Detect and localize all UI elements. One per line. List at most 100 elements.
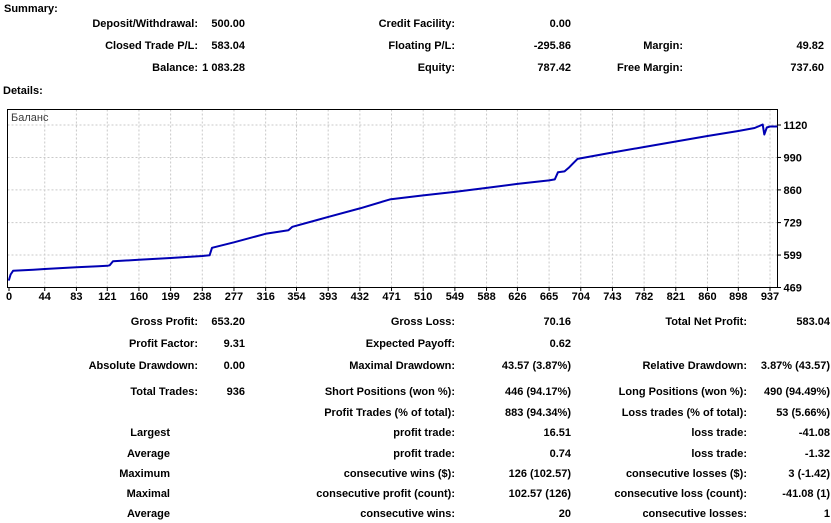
stat-label: consecutive wins ($): bbox=[343, 468, 455, 480]
stat-label: Total Trades: bbox=[130, 386, 198, 398]
y-tick-label: 1120 bbox=[784, 120, 808, 132]
chart-title: Баланс bbox=[11, 112, 49, 124]
x-tick-label: 937 bbox=[761, 291, 779, 303]
x-tick-label: 160 bbox=[130, 291, 148, 303]
x-tick-label: 510 bbox=[414, 291, 432, 303]
summary-heading: Summary: bbox=[4, 3, 58, 15]
y-tick-label: 599 bbox=[784, 250, 802, 262]
stat-value: 0.74 bbox=[549, 448, 571, 460]
x-tick-label: 743 bbox=[603, 291, 621, 303]
stat-label: Relative Drawdown: bbox=[642, 360, 747, 372]
x-tick-label: 898 bbox=[729, 291, 747, 303]
x-tick-label: 354 bbox=[287, 291, 306, 303]
stats-row: Average consecutive wins: 20 consecutive… bbox=[0, 508, 831, 523]
summary-value: 49.82 bbox=[796, 40, 824, 52]
stats-row: Maximal consecutive profit (count): 102.… bbox=[0, 488, 831, 503]
summary-label: Deposit/Withdrawal: bbox=[92, 18, 198, 30]
stat-label: Profit Factor: bbox=[128, 338, 198, 350]
stat-label: profit trade: bbox=[393, 427, 455, 439]
x-tick-label: 121 bbox=[98, 291, 116, 303]
stat-label: Largest bbox=[130, 427, 170, 439]
stats-row: Gross Profit: 653.20 Gross Loss: 70.16 T… bbox=[0, 316, 831, 331]
stat-value: 0.62 bbox=[549, 338, 571, 350]
summary-value: 787.42 bbox=[537, 62, 571, 74]
stat-label: consecutive losses ($): bbox=[625, 468, 747, 480]
x-tick-label: 238 bbox=[193, 291, 211, 303]
stat-value: 20 bbox=[558, 508, 571, 520]
summary-value: 1 083.28 bbox=[202, 62, 245, 74]
x-tick-label: 665 bbox=[540, 291, 558, 303]
chart-frame bbox=[7, 109, 778, 288]
x-tick-label: 588 bbox=[477, 291, 495, 303]
stat-value: 883 (94.34%) bbox=[504, 407, 571, 419]
x-tick-label: 277 bbox=[225, 291, 243, 303]
x-tick-label: 704 bbox=[572, 291, 591, 303]
stat-value: 70.16 bbox=[543, 316, 571, 328]
stat-label: Gross Profit: bbox=[130, 316, 198, 328]
stat-value: 653.20 bbox=[211, 316, 245, 328]
details-heading: Details: bbox=[3, 85, 43, 97]
stat-label: consecutive losses: bbox=[642, 508, 747, 520]
summary-value: -295.86 bbox=[533, 40, 571, 52]
stat-label: Average bbox=[126, 448, 170, 460]
x-tick-label: 316 bbox=[256, 291, 274, 303]
x-tick-label: 860 bbox=[698, 291, 716, 303]
stat-value: 43.57 (3.87%) bbox=[501, 360, 571, 372]
summary-row: Closed Trade P/L: 583.04 Floating P/L: -… bbox=[0, 40, 831, 55]
stat-value: 0.00 bbox=[223, 360, 245, 372]
stat-value: 1 bbox=[823, 508, 830, 520]
x-tick-label: 199 bbox=[161, 291, 179, 303]
stat-label: consecutive wins: bbox=[360, 508, 455, 520]
stats-row: Average profit trade: 0.74 loss trade: -… bbox=[0, 448, 831, 463]
stat-value: 9.31 bbox=[223, 338, 245, 350]
x-tick-label: 471 bbox=[382, 291, 400, 303]
stat-label: consecutive profit (count): bbox=[316, 488, 455, 500]
stats-row: Total Trades: 936 Short Positions (won %… bbox=[0, 386, 831, 401]
stat-value: 583.04 bbox=[796, 316, 830, 328]
stat-label: Loss trades (% of total): bbox=[621, 407, 747, 419]
stat-value: 446 (94.17%) bbox=[504, 386, 571, 398]
stat-label: Maximal Drawdown: bbox=[349, 360, 455, 372]
stat-label: Gross Loss: bbox=[390, 316, 455, 328]
x-tick-label: 782 bbox=[635, 291, 653, 303]
x-tick-label: 549 bbox=[446, 291, 464, 303]
stat-label: Maximum bbox=[119, 468, 170, 480]
stat-label: profit trade: bbox=[393, 448, 455, 460]
x-tick-label: 432 bbox=[351, 291, 369, 303]
summary-value: 737.60 bbox=[790, 62, 824, 74]
stat-label: Absolute Drawdown: bbox=[88, 360, 198, 372]
stat-label: Average bbox=[126, 508, 170, 520]
stat-value: 126 (102.57) bbox=[508, 468, 571, 480]
summary-label: Balance: bbox=[152, 62, 198, 74]
stat-value: 490 (94.49%) bbox=[763, 386, 830, 398]
balance-chart: 0 44 83 121 160 199 238 277 316 354 393 432 471 510 54… bbox=[6, 109, 808, 303]
summary-row: Deposit/Withdrawal: 500.00 Credit Facili… bbox=[0, 18, 831, 33]
y-tick-label: 990 bbox=[784, 152, 802, 164]
summary-label: Equity: bbox=[417, 62, 455, 74]
x-tick-label: 626 bbox=[508, 291, 526, 303]
stat-label: consecutive loss (count): bbox=[614, 488, 747, 500]
stat-label: Long Positions (won %): bbox=[618, 386, 747, 398]
stat-label: Short Positions (won %): bbox=[324, 386, 455, 398]
summary-label: Closed Trade P/L: bbox=[105, 40, 198, 52]
stat-label: Expected Payoff: bbox=[365, 338, 455, 350]
x-tick-label: 44 bbox=[39, 291, 52, 303]
x-tick-label: 83 bbox=[70, 291, 82, 303]
x-tick-label: 821 bbox=[667, 291, 685, 303]
summary-label: Margin: bbox=[643, 40, 683, 52]
x-tick-label: 0 bbox=[6, 291, 12, 303]
stat-value: 936 bbox=[226, 386, 245, 398]
stat-value: 3.87% (43.57) bbox=[760, 360, 830, 372]
stat-value: 16.51 bbox=[543, 427, 571, 439]
summary-value: 583.04 bbox=[211, 40, 245, 52]
y-tick-label: 469 bbox=[784, 283, 802, 295]
y-tick-label: 860 bbox=[784, 185, 802, 197]
stats-row: Profit Trades (% of total): 883 (94.34%)… bbox=[0, 407, 831, 422]
stat-label: Total Net Profit: bbox=[665, 316, 747, 328]
stat-label: Profit Trades (% of total): bbox=[324, 407, 455, 419]
stats-row: Largest profit trade: 16.51 loss trade: … bbox=[0, 427, 831, 442]
stat-value: -41.08 (1) bbox=[782, 488, 830, 500]
stat-value: 53 (5.66%) bbox=[776, 407, 830, 419]
stat-label: Maximal bbox=[126, 488, 170, 500]
